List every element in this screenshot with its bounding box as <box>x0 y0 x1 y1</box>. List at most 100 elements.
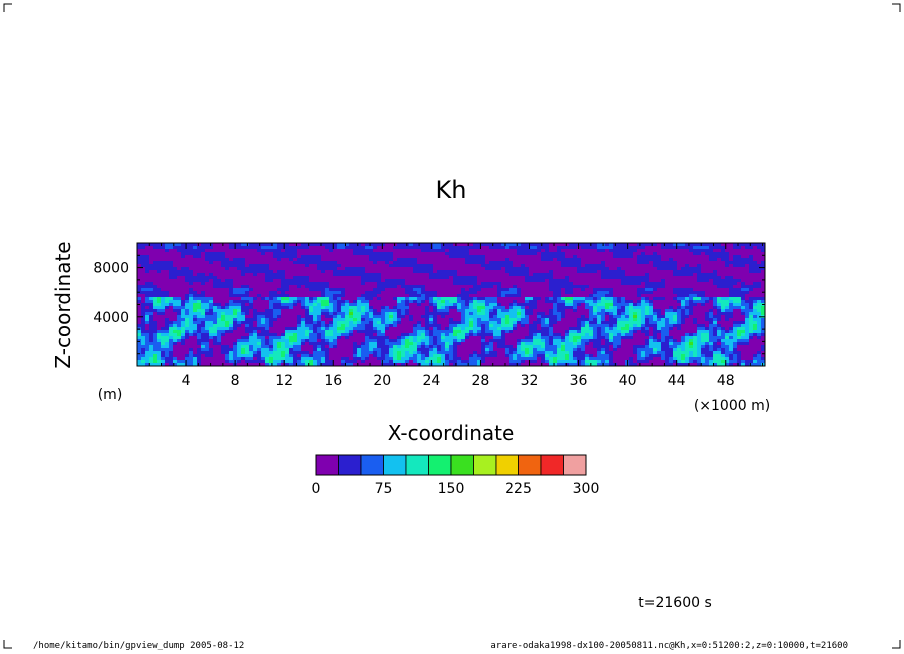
heatmap-cell <box>497 246 502 250</box>
heatmap-cell <box>649 270 654 274</box>
heatmap-cell <box>205 312 210 316</box>
heatmap-cell <box>221 327 226 331</box>
heatmap-cell <box>425 246 430 250</box>
heatmap-cell <box>565 267 570 271</box>
heatmap-cell <box>685 258 690 262</box>
heatmap-cell <box>745 258 750 262</box>
heatmap-cell <box>637 321 642 325</box>
heatmap-cell <box>633 285 638 289</box>
heatmap-cell <box>569 249 574 253</box>
heatmap-cell <box>169 255 174 259</box>
heatmap-cell <box>665 249 670 253</box>
heatmap-cell <box>273 327 278 331</box>
heatmap-cell <box>257 330 262 334</box>
heatmap-cell <box>553 270 558 274</box>
heatmap-cell <box>309 261 314 265</box>
heatmap-cell <box>585 333 590 337</box>
heatmap-cell <box>185 303 190 307</box>
heatmap-cell <box>341 273 346 277</box>
heatmap-cell <box>489 306 494 310</box>
heatmap-cell <box>753 303 758 307</box>
heatmap-cell <box>245 291 250 295</box>
heatmap-cell <box>157 288 162 292</box>
heatmap-cell <box>265 291 270 295</box>
heatmap-cell <box>257 303 262 307</box>
heatmap-cell <box>517 327 522 331</box>
heatmap-cell <box>329 303 334 307</box>
heatmap-cell <box>497 255 502 259</box>
heatmap-cell <box>157 252 162 256</box>
heatmap-cell <box>641 306 646 310</box>
heatmap-cell <box>501 285 506 289</box>
heatmap-cell <box>421 309 426 313</box>
heatmap-cell <box>605 327 610 331</box>
heatmap-cell <box>373 270 378 274</box>
heatmap-cell <box>157 300 162 304</box>
heatmap-cell <box>589 327 594 331</box>
heatmap-cell <box>561 336 566 340</box>
heatmap-cell <box>681 324 686 328</box>
heatmap-cell <box>633 279 638 283</box>
heatmap-cell <box>445 330 450 334</box>
heatmap-cell <box>365 246 370 250</box>
heatmap-cell <box>505 333 510 337</box>
heatmap-cell <box>501 297 506 301</box>
heatmap-cell <box>301 306 306 310</box>
heatmap-cell <box>161 306 166 310</box>
heatmap-cell <box>293 327 298 331</box>
heatmap-cell <box>361 300 366 304</box>
heatmap-cell <box>525 312 530 316</box>
heatmap-cell <box>577 261 582 265</box>
heatmap-cell <box>709 312 714 316</box>
heatmap-cell <box>397 270 402 274</box>
heatmap-cell <box>413 246 418 250</box>
heatmap-cell <box>593 243 598 247</box>
heatmap-cell <box>329 294 334 298</box>
heatmap-cell <box>193 291 198 295</box>
heatmap-cell <box>593 288 598 292</box>
heatmap-cell <box>577 255 582 259</box>
heatmap-cell <box>165 318 170 322</box>
heatmap-cell <box>273 267 278 271</box>
heatmap-cell <box>313 336 318 340</box>
heatmap-cell <box>513 258 518 262</box>
heatmap-cell <box>761 279 765 283</box>
heatmap-cell <box>689 324 694 328</box>
heatmap-cell <box>169 336 174 340</box>
heatmap-cell <box>605 255 610 259</box>
heatmap-cell <box>581 336 586 340</box>
heatmap-cell <box>405 309 410 313</box>
heatmap-cell <box>361 303 366 307</box>
heatmap-cell <box>397 318 402 322</box>
heatmap-cell <box>681 309 686 313</box>
heatmap-cell <box>433 291 438 295</box>
heatmap-cell <box>265 255 270 259</box>
heatmap-cell <box>613 246 618 250</box>
heatmap-cell <box>325 315 330 319</box>
heatmap-cell <box>701 288 706 292</box>
heatmap-cell <box>653 282 658 286</box>
heatmap-cell <box>645 255 650 259</box>
heatmap-cell <box>449 261 454 265</box>
heatmap-cell <box>513 246 518 250</box>
heatmap-cell <box>393 324 398 328</box>
heatmap-cell <box>209 312 214 316</box>
heatmap-cell <box>681 333 686 337</box>
heatmap-cell <box>701 303 706 307</box>
heatmap-cell <box>321 252 326 256</box>
heatmap-cell <box>485 258 490 262</box>
heatmap-cell <box>489 288 494 292</box>
heatmap-cell <box>561 249 566 253</box>
heatmap-cell <box>717 288 722 292</box>
heatmap-cell <box>153 330 158 334</box>
heatmap-cell <box>397 288 402 292</box>
heatmap-cell <box>321 297 326 301</box>
heatmap-cell <box>685 324 690 328</box>
heatmap-cell <box>617 294 622 298</box>
heatmap-cell <box>617 315 622 319</box>
heatmap-cell <box>565 318 570 322</box>
heatmap-cell <box>481 285 486 289</box>
heatmap-cell <box>701 315 706 319</box>
heatmap-cell <box>705 312 710 316</box>
heatmap-cell <box>205 276 210 280</box>
